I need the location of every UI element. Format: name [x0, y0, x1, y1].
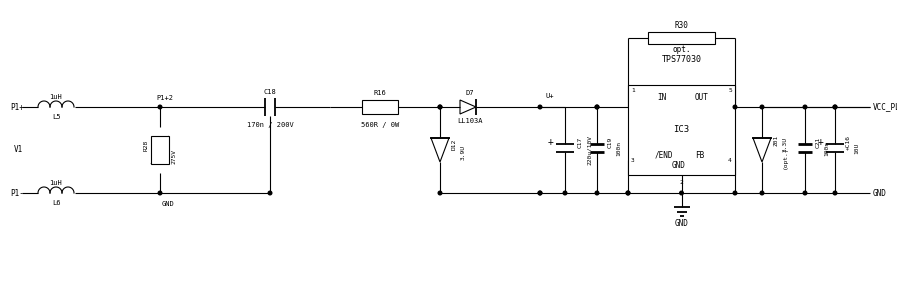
- Text: 275V: 275V: [171, 148, 177, 164]
- Circle shape: [268, 191, 272, 195]
- Text: LL103A: LL103A: [457, 118, 483, 124]
- Circle shape: [563, 191, 567, 195]
- Text: 100n: 100n: [616, 140, 622, 155]
- Text: 3.3U: 3.3U: [782, 137, 788, 151]
- Text: Z01: Z01: [773, 134, 779, 146]
- Text: P1+: P1+: [10, 103, 24, 112]
- Bar: [648, 32, 715, 44]
- Circle shape: [803, 191, 806, 195]
- Text: D7: D7: [466, 90, 475, 96]
- Text: 100n: 100n: [824, 140, 830, 155]
- Bar: [362, 100, 398, 114]
- Circle shape: [760, 105, 764, 109]
- Circle shape: [733, 105, 736, 109]
- Circle shape: [538, 105, 542, 109]
- Text: (opt.): (opt.): [782, 147, 788, 169]
- Text: 3.9U: 3.9U: [460, 144, 466, 160]
- Text: 1uH: 1uH: [49, 180, 63, 186]
- Text: L6: L6: [52, 200, 60, 206]
- Circle shape: [439, 105, 442, 109]
- Circle shape: [833, 105, 837, 109]
- Text: TPS77030: TPS77030: [661, 56, 701, 65]
- Circle shape: [803, 105, 806, 109]
- Text: +C16: +C16: [846, 135, 850, 149]
- Text: /END: /END: [654, 151, 673, 160]
- Text: GND: GND: [873, 189, 887, 198]
- Text: GND: GND: [675, 219, 688, 228]
- Circle shape: [158, 105, 161, 109]
- Text: 5: 5: [728, 87, 732, 92]
- Text: opt.: opt.: [672, 46, 691, 55]
- Circle shape: [833, 191, 837, 195]
- Text: FB: FB: [695, 151, 704, 160]
- Text: U+: U+: [545, 93, 553, 99]
- Text: 170n / 200V: 170n / 200V: [247, 122, 293, 128]
- Text: P1-: P1-: [10, 189, 24, 198]
- Circle shape: [538, 191, 542, 195]
- Text: R28: R28: [144, 139, 149, 151]
- Text: L5: L5: [52, 114, 60, 120]
- Circle shape: [596, 105, 599, 109]
- Text: 4: 4: [728, 157, 732, 162]
- Bar: [628, 85, 735, 175]
- Text: 560R / 0W: 560R / 0W: [361, 122, 399, 128]
- Text: +: +: [548, 137, 554, 147]
- Circle shape: [626, 191, 630, 195]
- Circle shape: [439, 105, 442, 109]
- Text: 2: 2: [680, 180, 684, 185]
- Text: GND: GND: [672, 160, 685, 169]
- Circle shape: [760, 191, 764, 195]
- Text: C21: C21: [815, 136, 821, 148]
- Circle shape: [833, 105, 837, 109]
- Text: 220u/10V: 220u/10V: [587, 135, 591, 165]
- Text: GND: GND: [161, 201, 174, 207]
- Text: 1: 1: [631, 87, 635, 92]
- Text: C19: C19: [607, 136, 613, 148]
- Text: R30: R30: [675, 22, 688, 31]
- Text: P1+2: P1+2: [156, 95, 173, 101]
- Bar: [151, 136, 169, 164]
- Circle shape: [596, 105, 599, 109]
- Text: C17: C17: [578, 136, 582, 148]
- Circle shape: [596, 191, 599, 195]
- Circle shape: [680, 191, 684, 195]
- Text: 10U: 10U: [855, 142, 859, 154]
- Circle shape: [439, 191, 442, 195]
- Circle shape: [733, 191, 736, 195]
- Text: 1uH: 1uH: [49, 94, 63, 100]
- Text: OUT: OUT: [694, 92, 709, 101]
- Text: 3: 3: [631, 157, 635, 162]
- Text: R16: R16: [374, 90, 387, 96]
- Text: +: +: [818, 137, 824, 147]
- Circle shape: [626, 191, 630, 195]
- Circle shape: [158, 191, 161, 195]
- Text: C18: C18: [264, 89, 276, 95]
- Text: IN: IN: [657, 92, 666, 101]
- Text: V1: V1: [14, 146, 23, 155]
- Circle shape: [538, 191, 542, 195]
- Text: D12: D12: [451, 138, 457, 149]
- Text: VCC_PL: VCC_PL: [873, 103, 897, 112]
- Text: IC3: IC3: [674, 126, 690, 135]
